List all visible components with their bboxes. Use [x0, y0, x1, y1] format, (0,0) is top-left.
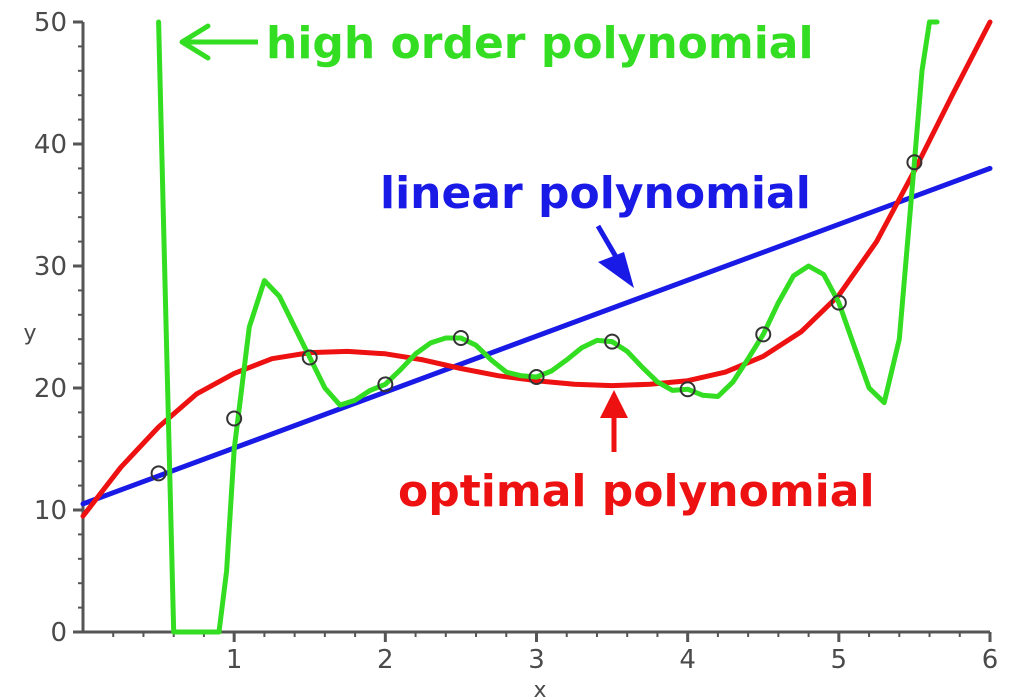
high-order-label: high order polynomial	[266, 18, 814, 69]
high-order-polynomial-curve	[156, 19, 940, 635]
y-tick-label: 40	[34, 130, 67, 160]
x-tick-label: 2	[377, 645, 394, 675]
x-tick-label: 1	[226, 645, 243, 675]
ticks: 1 2 3 4 5 6 0 10 20 30 40 50	[34, 8, 998, 675]
optimal-annotation: optimal polynomial	[398, 390, 875, 517]
linear-annotation: linear polynomial	[380, 168, 811, 288]
optimal-label: optimal polynomial	[398, 466, 875, 517]
linear-label: linear polynomial	[380, 168, 811, 219]
y-tick-label: 20	[34, 374, 67, 404]
data-point	[679, 381, 696, 398]
series-layer	[80, 19, 993, 635]
data-point	[150, 465, 167, 482]
high-order-annotation: high order polynomial	[179, 18, 814, 69]
x-tick-label: 6	[982, 645, 999, 675]
data-point	[528, 369, 545, 386]
y-tick-label: 10	[34, 496, 67, 526]
optimal-polynomial-curve	[80, 19, 993, 519]
x-tick-label: 3	[528, 645, 545, 675]
data-point	[452, 329, 469, 346]
data-point	[906, 154, 923, 171]
y-tick-label: 0	[50, 618, 67, 648]
x-tick-label: 4	[679, 645, 696, 675]
y-axis-label: y	[23, 321, 36, 346]
y-tick-label: 30	[34, 252, 67, 282]
data-point	[604, 333, 621, 350]
data-point	[755, 326, 772, 343]
data-point	[830, 294, 847, 311]
data-point	[226, 410, 243, 427]
x-tick-label: 5	[831, 645, 848, 675]
axes: 1 2 3 4 5 6 0 10 20 30 40 50	[34, 8, 998, 675]
data-point	[301, 349, 318, 366]
optimal-arrowhead	[600, 390, 628, 418]
y-tick-label: 50	[34, 8, 67, 38]
data-point	[377, 376, 394, 393]
linear-arrowhead	[598, 252, 634, 288]
data-points	[150, 154, 923, 482]
high-order-arrowhead	[179, 23, 211, 61]
x-axis-label: x	[533, 678, 546, 700]
